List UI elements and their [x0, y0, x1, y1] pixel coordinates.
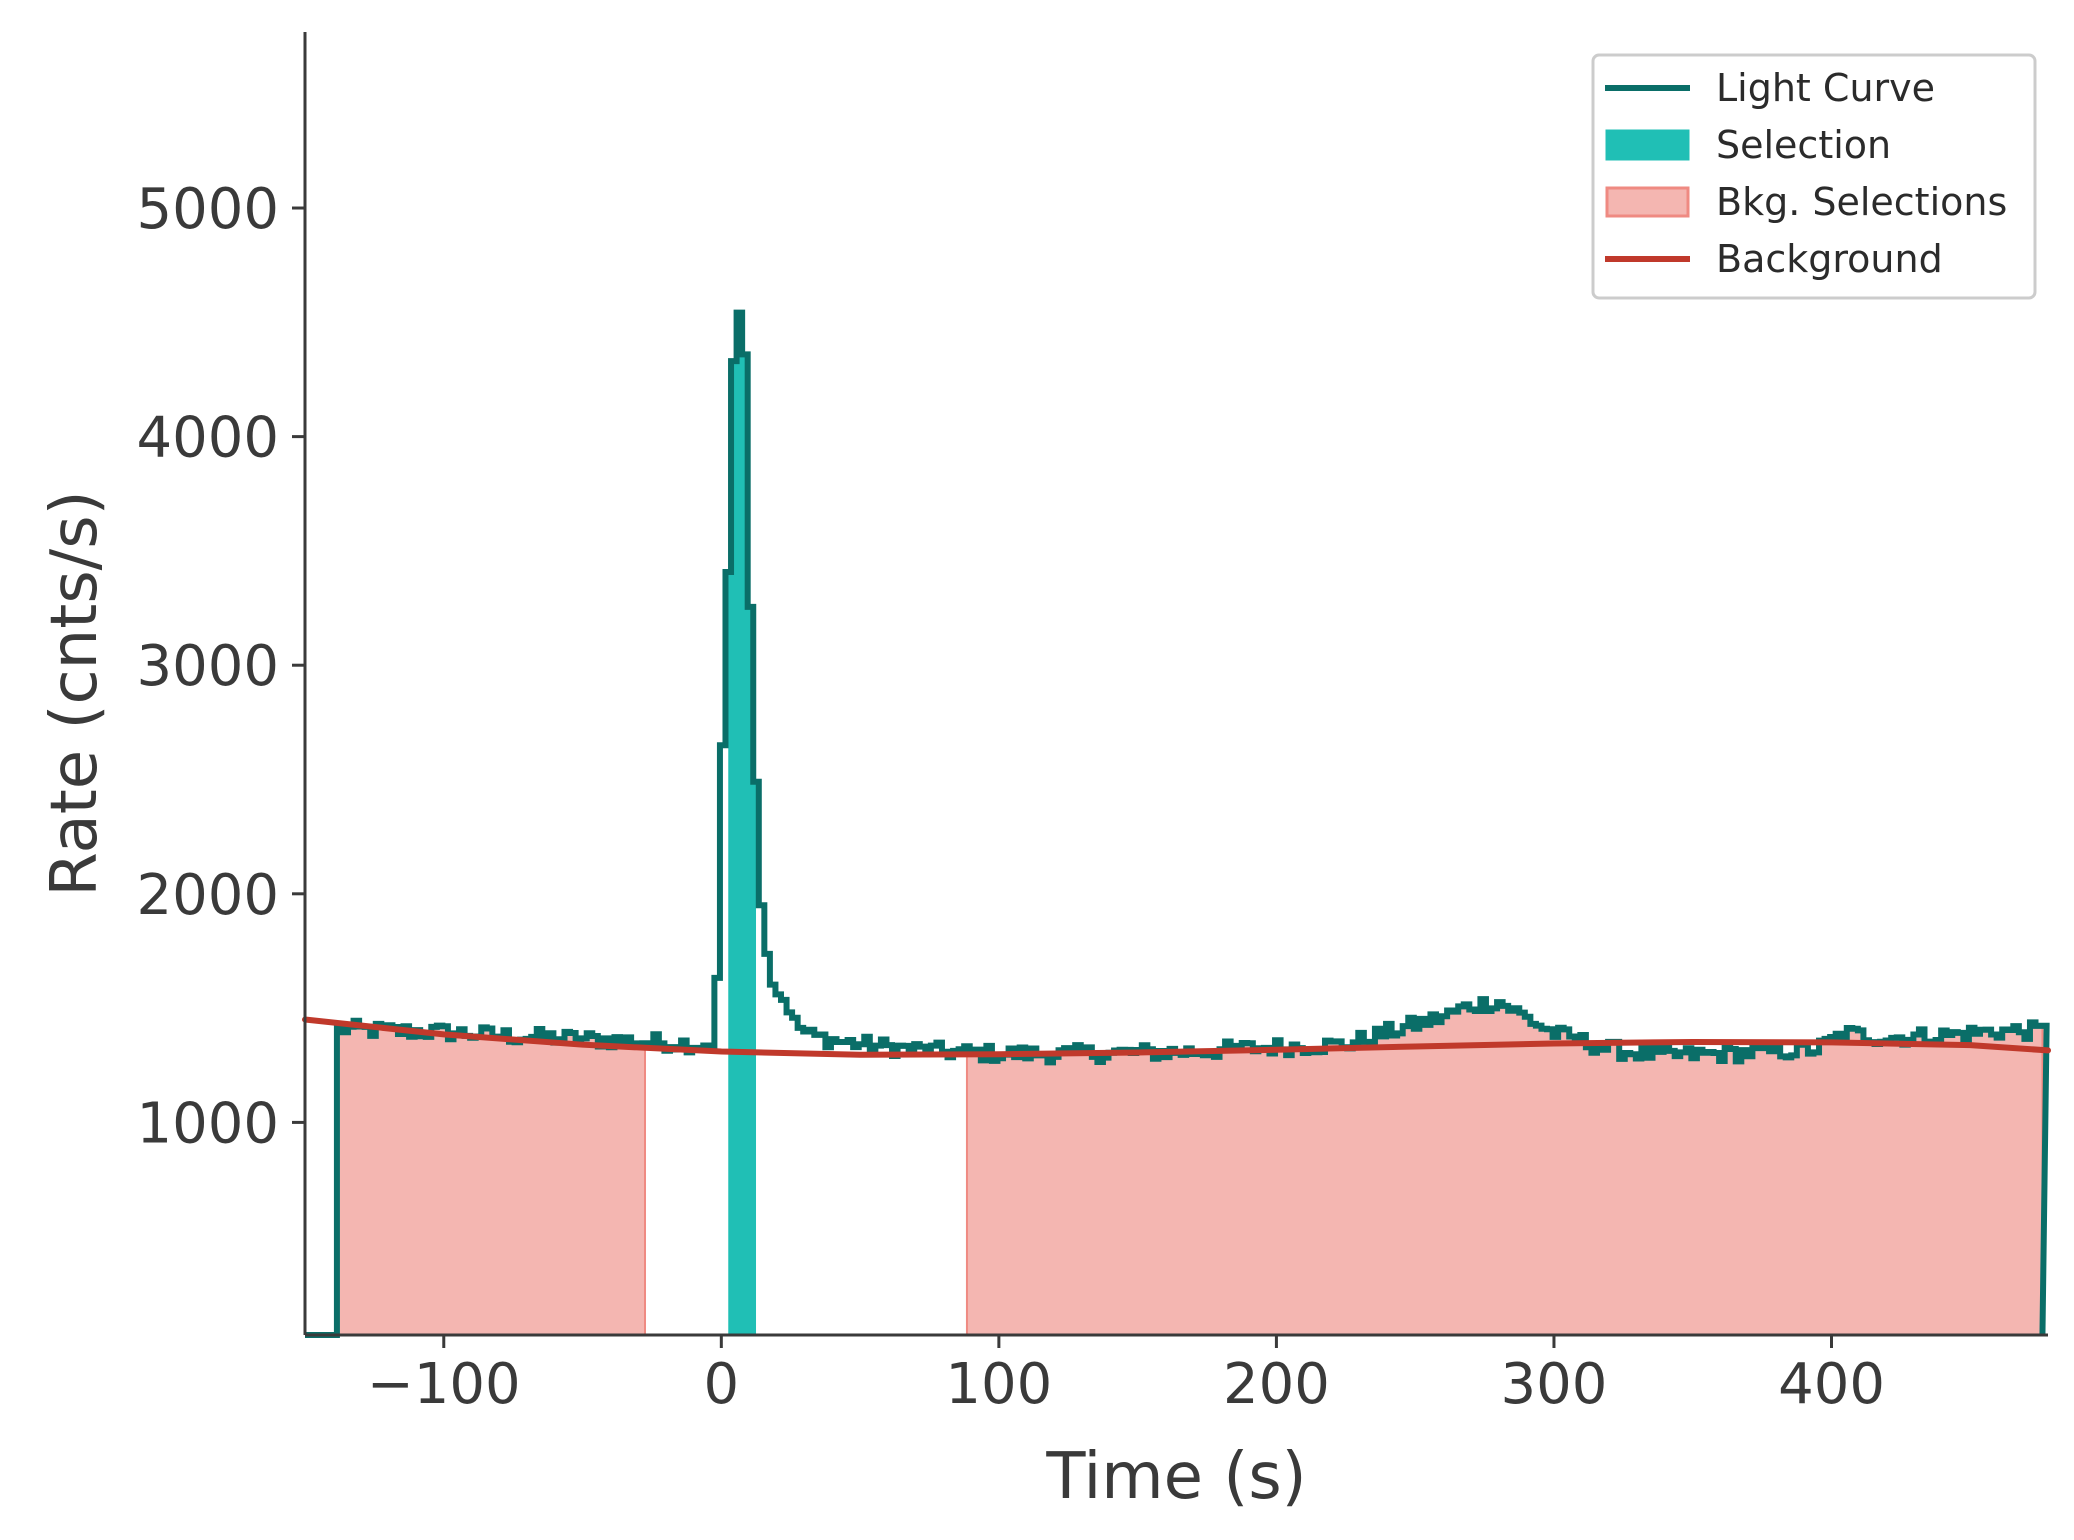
y-axis-label: Rate (cnts/s): [38, 490, 112, 896]
legend-box: [1591, 53, 2037, 300]
bkg-selection-region-1: [335, 1019, 646, 1336]
legend-label-background: Background: [1716, 237, 1943, 281]
x-tick-label: 300: [1501, 1352, 1608, 1417]
background-line: [302, 1016, 2051, 1058]
selection-layer: [728, 312, 757, 1336]
y-tick-label: 3000: [136, 634, 279, 699]
axes: [303, 32, 2048, 1337]
x-axis-label: Time (s): [1045, 1440, 1306, 1514]
y-tick-label: 1000: [136, 1091, 279, 1156]
legend-label-bkg-selections: Bkg. Selections: [1716, 180, 2007, 224]
background-layer: [302, 1016, 2051, 1058]
legend-label-light-curve: Light Curve: [1716, 66, 1935, 110]
y-tick-label: 5000: [136, 177, 279, 242]
legend-swatch-bkg-selections: [1605, 186, 1690, 218]
tick-labels: −100 0 100 200 300 400 1000 2000 3000 4000 5000: [136, 177, 1884, 1417]
x-tick-label: −100: [367, 1352, 521, 1417]
selection-region: [728, 312, 757, 1336]
x-tick-label: 0: [704, 1352, 740, 1417]
x-tick-label: 400: [1778, 1352, 1885, 1417]
x-tick-label: 200: [1223, 1352, 1330, 1417]
legend-swatch-selection: [1605, 129, 1690, 161]
legend-label-selection: Selection: [1716, 123, 1891, 167]
light-curve-line: [305, 309, 2050, 1338]
y-tick-label: 2000: [136, 863, 279, 928]
x-tick-label: 100: [945, 1352, 1052, 1417]
light-curve-layer: [305, 309, 2050, 1338]
legend: Light Curve Selection Bkg. Selections Backg…: [1591, 53, 2037, 300]
y-tick-label: 4000: [136, 406, 279, 471]
